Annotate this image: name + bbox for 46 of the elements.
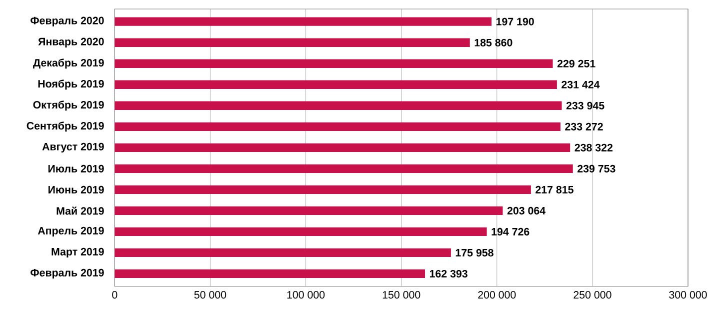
bar [114, 206, 503, 216]
bar [114, 143, 570, 152]
data-label: 217 815 [536, 186, 574, 194]
y-tick-label: Май 2019 [56, 206, 104, 215]
data-label: 233 945 [566, 102, 604, 110]
y-tick-label: Февраль 2020 [30, 16, 104, 26]
data-label: 197 190 [496, 18, 534, 26]
data-label: 203 064 [507, 206, 546, 214]
data-label: 175 958 [456, 248, 494, 256]
data-label: 239 753 [578, 164, 616, 172]
data-label: 194 726 [492, 228, 530, 236]
y-tick-label: Декабрь 2019 [33, 58, 104, 69]
x-tick-label: 50 000 [194, 291, 226, 299]
y-tick-label: Февраль 2019 [30, 268, 104, 279]
bar [114, 269, 426, 278]
bar [114, 248, 451, 258]
data-label: 185 860 [474, 38, 512, 46]
data-label: 162 393 [430, 270, 468, 278]
y-tick-label: Апрель 2019 [38, 226, 104, 237]
y-tick-label: Август 2019 [42, 142, 104, 152]
x-tick-label: 0 [112, 291, 118, 299]
data-label: 233 272 [565, 122, 603, 130]
bar [114, 38, 470, 47]
x-tick-label: 100 000 [287, 291, 325, 299]
bar [114, 164, 573, 174]
data-label: 229 251 [557, 60, 596, 68]
bar [114, 101, 562, 110]
bar [114, 17, 492, 26]
y-tick-label: Ноябрь 2019 [38, 80, 104, 90]
bar [114, 227, 487, 236]
y-tick-label: Июнь 2019 [48, 186, 104, 194]
data-label: 238 322 [574, 144, 613, 152]
bar [114, 185, 531, 194]
y-tick-label: Июль 2019 [48, 164, 104, 172]
y-tick-label: Январь 2020 [38, 38, 104, 48]
data-label: 231 424 [562, 80, 600, 88]
x-tick-label: 200 000 [478, 291, 516, 299]
y-tick-label: Сентябрь 2019 [26, 122, 104, 132]
x-tick-label: 300 000 [669, 291, 707, 299]
x-tick-label: 150 000 [382, 291, 420, 299]
bar [114, 59, 553, 68]
y-tick-label: Октябрь 2019 [33, 100, 104, 111]
bar [114, 80, 557, 89]
y-tick-label: Март 2019 [52, 248, 104, 258]
x-tick-label: 250 000 [574, 291, 612, 299]
bar [114, 122, 560, 131]
